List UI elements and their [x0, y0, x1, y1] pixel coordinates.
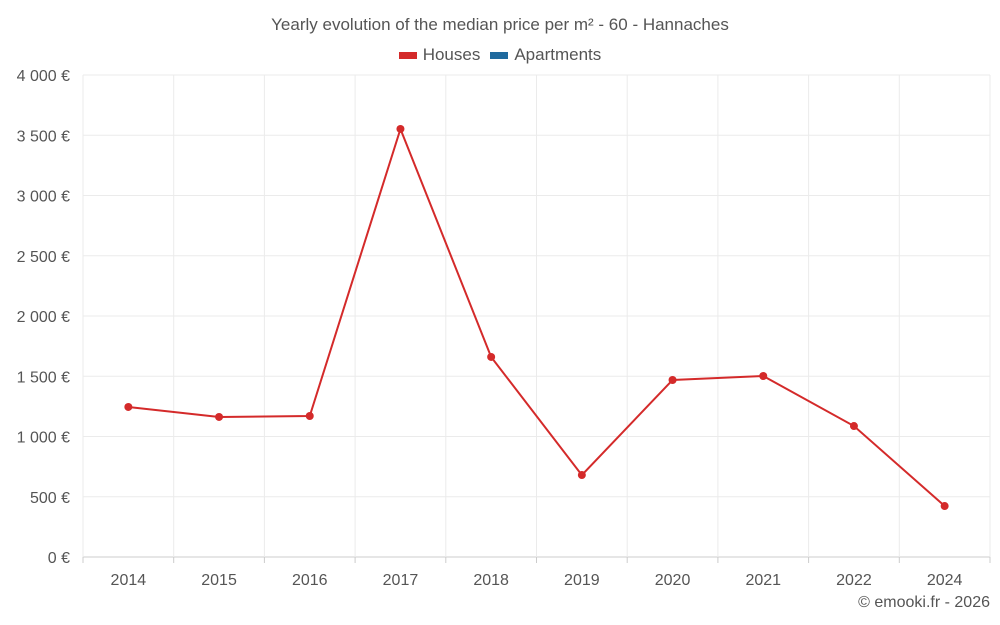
data-point — [577, 471, 586, 480]
x-tick-label: 2021 — [745, 572, 781, 589]
data-point — [124, 402, 133, 411]
x-tick-label: 2014 — [111, 572, 147, 589]
x-tick-label: 2016 — [292, 572, 328, 589]
series-line-houses — [128, 126, 946, 507]
data-point — [487, 352, 496, 361]
data-point — [305, 412, 314, 421]
x-tick-label: 2020 — [655, 572, 691, 589]
data-point — [849, 422, 858, 431]
x-tick-label: 2017 — [383, 572, 419, 589]
x-tick-label: 2019 — [564, 572, 600, 589]
y-tick-label: 2 500 € — [17, 249, 70, 266]
legend: Houses Apartments — [0, 45, 1000, 65]
y-tick-label: 4 000 € — [17, 68, 70, 85]
data-point — [759, 372, 768, 381]
legend-swatch-houses — [398, 51, 417, 59]
data-point — [215, 412, 224, 421]
data-point — [940, 502, 949, 511]
y-tick-label: 500 € — [30, 490, 70, 507]
x-tick-label: 2018 — [473, 572, 509, 589]
y-tick-label: 2 000 € — [17, 309, 70, 326]
data-point — [668, 375, 677, 384]
x-tick-label: 2024 — [927, 572, 963, 589]
y-tick-label: 3 500 € — [17, 128, 70, 145]
x-tick-label: 2022 — [836, 572, 872, 589]
legend-item-houses[interactable]: Houses — [398, 45, 481, 65]
legend-label-houses: Houses — [422, 45, 481, 64]
chart-title: Yearly evolution of the median price per… — [271, 15, 729, 34]
legend-swatch-apartments — [490, 51, 509, 59]
y-tick-label: 1 500 € — [17, 369, 70, 386]
credit: © emooki.fr - 2026 — [858, 594, 990, 611]
data-point — [396, 124, 405, 133]
legend-label-apartments: Apartments — [514, 45, 602, 64]
y-tick-label: 3 000 € — [17, 189, 70, 206]
y-tick-label: 0 € — [48, 550, 70, 567]
legend-item-apartments[interactable]: Apartments — [490, 45, 601, 65]
y-tick-label: 1 000 € — [17, 430, 70, 447]
x-tick-label: 2015 — [201, 572, 237, 589]
